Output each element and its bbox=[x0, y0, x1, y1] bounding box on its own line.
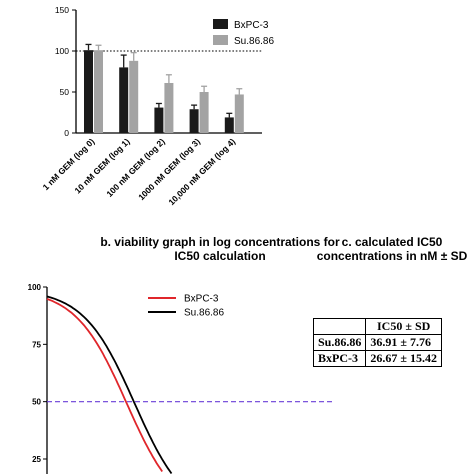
y-tick-label: 75 bbox=[32, 340, 41, 349]
chart-b-title: b. viability graph in log concentrations… bbox=[100, 235, 340, 263]
table-row: Su.86.86 36.91 ± 7.76 bbox=[312, 334, 442, 351]
bar bbox=[84, 50, 93, 133]
table-row-value: 36.91 ± 7.76 bbox=[365, 334, 442, 351]
y-tick-label: 0 bbox=[64, 128, 69, 138]
legend-swatch bbox=[213, 35, 228, 45]
bar bbox=[164, 82, 174, 133]
y-tick-label: 150 bbox=[55, 5, 69, 15]
legend-swatch bbox=[213, 19, 228, 29]
legend-label: BxPC-3 bbox=[184, 294, 219, 305]
curve-line bbox=[46, 295, 173, 474]
table-row-value: 26.67 ± 15.42 bbox=[365, 350, 442, 367]
legend-label: Su.86.86 bbox=[184, 308, 224, 319]
bar bbox=[129, 60, 139, 134]
bar bbox=[94, 50, 103, 133]
y-tick-label: 100 bbox=[28, 283, 42, 292]
bar bbox=[199, 92, 209, 133]
y-tick-label: 100 bbox=[55, 46, 69, 56]
y-tick-label: 50 bbox=[32, 398, 41, 407]
bar bbox=[234, 94, 244, 133]
ic50-table: IC50 ± SD Su.86.86 36.91 ± 7.76 BxPC-3 2… bbox=[312, 318, 442, 367]
table-header-ic50: IC50 ± SD bbox=[365, 318, 442, 335]
bar bbox=[154, 107, 164, 133]
legend-label: BxPC-3 bbox=[234, 20, 269, 31]
table-row: BxPC-3 26.67 ± 15.42 bbox=[312, 350, 442, 367]
bar bbox=[189, 109, 199, 133]
table-row-label: BxPC-3 bbox=[312, 350, 367, 367]
bar bbox=[224, 117, 234, 133]
curve-line bbox=[46, 298, 163, 472]
y-tick-label: 25 bbox=[32, 455, 41, 464]
legend-label: Su.86.86 bbox=[234, 36, 274, 47]
table-row-label: Su.86.86 bbox=[312, 334, 367, 351]
ic50-table-title: c. calculated IC50 concentrations in nM … bbox=[316, 235, 468, 263]
table-header-row: IC50 ± SD bbox=[312, 318, 442, 335]
y-tick-label: 50 bbox=[60, 87, 70, 97]
bar bbox=[119, 67, 129, 133]
